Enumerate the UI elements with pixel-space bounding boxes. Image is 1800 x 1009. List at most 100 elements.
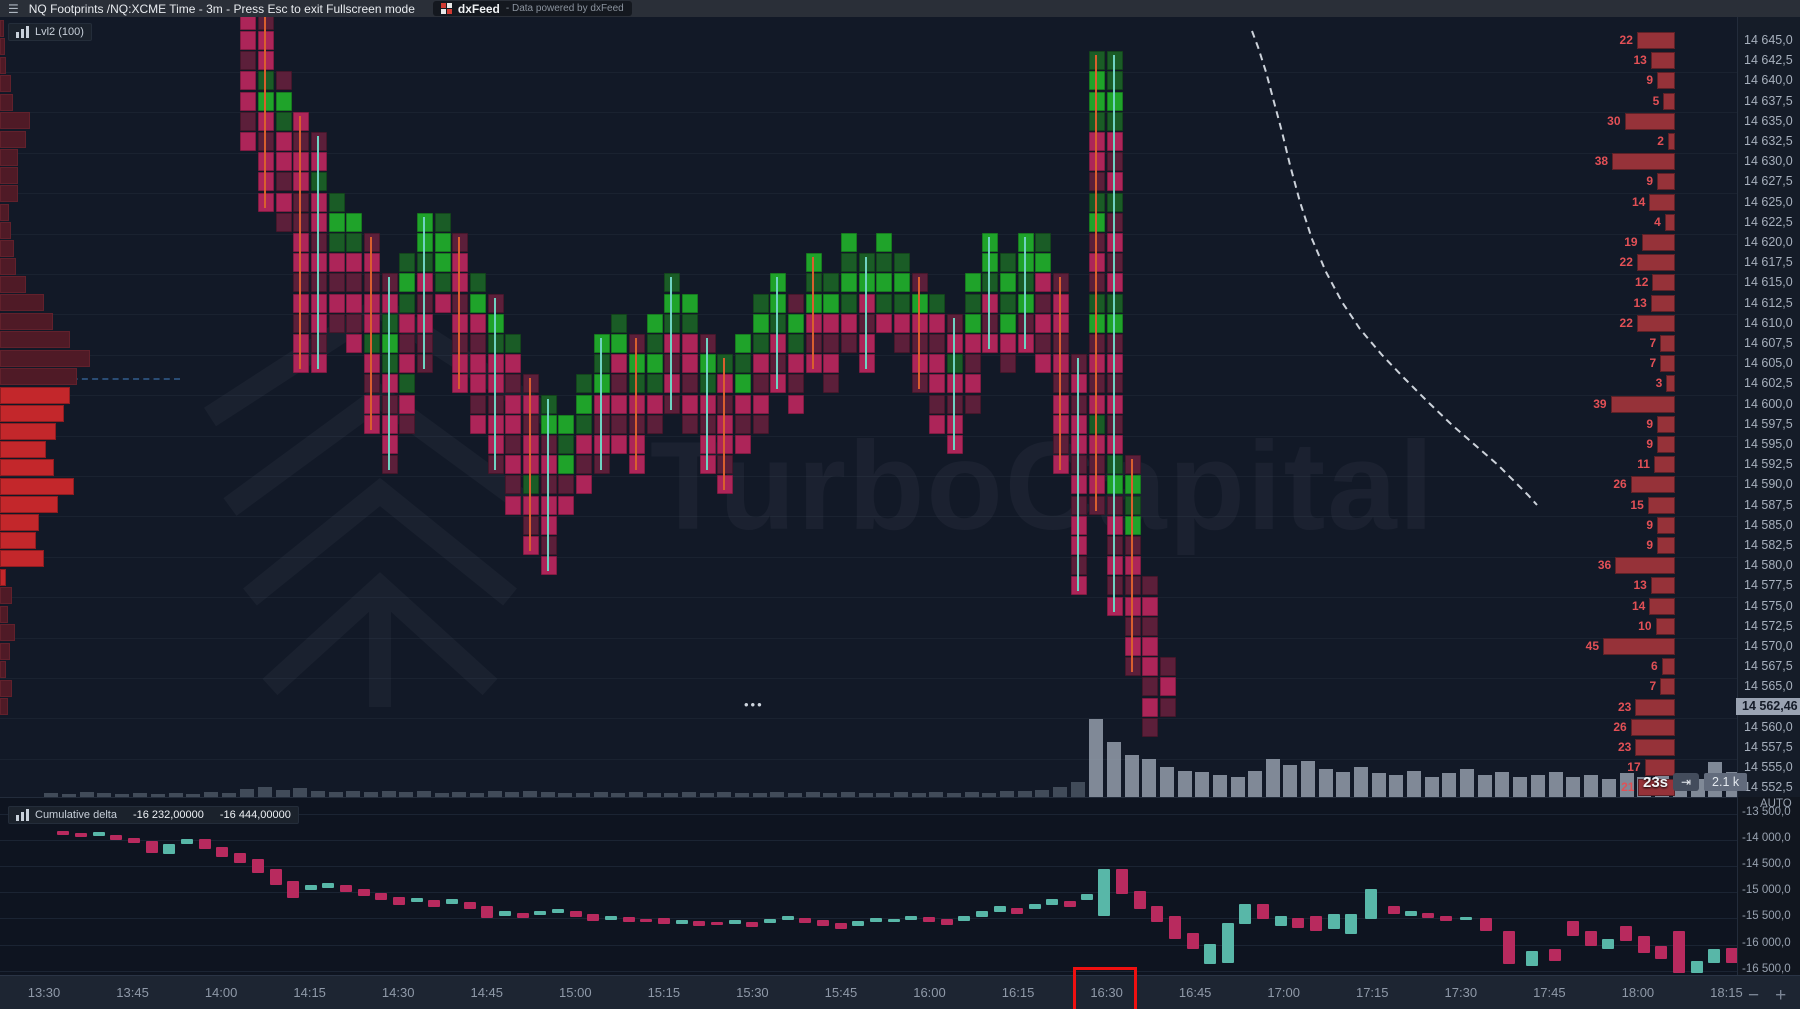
price-axis[interactable]: 14 645,0 14 642,5 14 640,0 14 637,5 14 635,0… xyxy=(1736,17,1800,815)
goto-latest-button[interactable]: ⇥ xyxy=(1673,773,1700,791)
volume-profile-bar xyxy=(0,606,8,623)
volume-bar xyxy=(293,788,307,797)
footprint-cell xyxy=(700,354,716,374)
volume-bar xyxy=(541,792,555,797)
footprint-cell xyxy=(382,334,398,353)
cumulative-delta-panel[interactable]: Cumulative delta -16 232,00000 -16 444,0… xyxy=(0,797,1737,976)
footprint-cell xyxy=(576,374,592,394)
footprint-cell xyxy=(717,354,733,374)
volume-bar xyxy=(700,793,714,797)
footprint-cell xyxy=(611,414,627,434)
delta-label: Cumulative delta xyxy=(35,809,117,821)
delta-candle-down xyxy=(1655,946,1667,959)
zoom-out-button[interactable]: − xyxy=(1748,985,1760,1006)
volume-bar xyxy=(1195,772,1209,797)
volume-bar xyxy=(594,792,608,797)
menu-icon[interactable]: ☰ xyxy=(8,1,19,16)
lvl2-chip[interactable]: Lvl2 (100) xyxy=(8,23,92,41)
footprint-cell xyxy=(965,354,981,374)
footprint-cell xyxy=(452,233,468,252)
ladder-depth-bar xyxy=(1661,658,1675,676)
volume-bar xyxy=(894,792,908,797)
volume-bar xyxy=(876,793,890,797)
delta-candle-down xyxy=(799,918,811,923)
footprint-cell xyxy=(399,293,415,313)
footprint-cell xyxy=(735,374,751,394)
price-axis-label: 14 630,0 xyxy=(1744,154,1793,169)
footprint-cell xyxy=(1089,132,1105,151)
delta-candle-down xyxy=(1585,931,1597,946)
delta-candle-down xyxy=(199,839,211,849)
footprint-cell xyxy=(435,233,451,252)
footprint-cell xyxy=(1089,172,1105,192)
footprint-cell xyxy=(1107,132,1123,151)
zoom-in-button[interactable]: + xyxy=(1775,985,1787,1006)
footprint-cell xyxy=(929,354,945,374)
ladder-size: 13 xyxy=(1633,53,1647,68)
ladder-depth-bar xyxy=(1610,395,1675,413)
gridline xyxy=(0,718,1737,720)
footprint-cell xyxy=(1107,394,1123,414)
delta-gridline xyxy=(0,840,1737,841)
lvl2-label: Lvl2 (100) xyxy=(35,26,84,38)
auto-scale-label[interactable]: AUTO xyxy=(1760,798,1792,810)
footprint-cell xyxy=(929,313,945,333)
footprint-cell xyxy=(1089,334,1105,353)
gridline xyxy=(0,556,1737,558)
footprint-cell xyxy=(505,414,521,434)
footprint-cell xyxy=(364,354,380,374)
footprint-chart-area[interactable]: TurboCapital 22 13 9 5 30 2 38 9 14 4 19 22 12 13 22 7 7… xyxy=(0,17,1737,797)
footprint-cell xyxy=(258,31,274,50)
cumulative-delta-chip[interactable]: Cumulative delta -16 232,00000 -16 444,0… xyxy=(8,806,299,824)
current-bar-volume: 2.1 k xyxy=(1704,773,1748,791)
price-axis-label: 14 580,0 xyxy=(1744,558,1793,573)
time-label: 16:00 xyxy=(913,985,946,1000)
footprint-cell xyxy=(452,374,468,394)
footprint-cell xyxy=(1000,354,1016,374)
footprint-cell xyxy=(258,192,274,212)
delta-axis[interactable]: AUTO -13 500,0 -14 000,0 -14 500,0 -15 000,… xyxy=(1737,797,1800,975)
volume-bar xyxy=(647,793,661,797)
volume-bar xyxy=(204,792,218,797)
footprint-cell xyxy=(982,334,998,353)
footprint-cell xyxy=(753,313,769,333)
footprint-cell xyxy=(293,192,309,212)
poc-line-orange xyxy=(723,358,725,491)
footprint-cell xyxy=(417,313,433,333)
footprint-cell xyxy=(859,273,875,293)
footprint-cell xyxy=(346,253,362,273)
footprint-cell xyxy=(594,414,610,434)
footprint-cell xyxy=(753,293,769,313)
footprint-cell xyxy=(240,111,256,131)
footprint-cell xyxy=(1089,354,1105,374)
delta-candle-up xyxy=(1029,904,1041,909)
footprint-cell xyxy=(470,414,486,434)
delta-candle-up xyxy=(1275,916,1287,926)
volume-bar xyxy=(1584,775,1598,797)
poc-line-teal xyxy=(317,136,319,370)
footprint-cell xyxy=(629,394,645,414)
volume-bar xyxy=(417,791,431,797)
footprint-cell xyxy=(664,313,680,333)
watermark-text: TurboCapital xyxy=(650,417,1436,556)
more-dots-indicator[interactable]: ••• xyxy=(744,697,764,712)
window-header: ☰ NQ Footprints /NQ:XCME Time - 3m - Pre… xyxy=(0,0,1800,17)
ladder-size: 9 xyxy=(1646,73,1654,88)
footprint-cell xyxy=(1089,313,1105,333)
poc-line-teal xyxy=(1077,358,1079,592)
footprint-cell xyxy=(541,556,557,576)
delta-candle-down xyxy=(481,906,493,918)
footprint-cell xyxy=(541,414,557,434)
footprint-cell xyxy=(611,374,627,394)
footprint-cell xyxy=(364,374,380,394)
delta-candle-up xyxy=(163,844,175,854)
time-axis[interactable]: 13:30 13:45 14:00 14:15 14:30 14:45 15:00 15:15… xyxy=(0,975,1800,1009)
delta-candle-up xyxy=(1708,949,1720,963)
gridline xyxy=(0,516,1737,518)
footprint-cell xyxy=(258,111,274,131)
delta-axis-label: -14 000,0 xyxy=(1742,832,1791,844)
footprint-cell xyxy=(1107,233,1123,252)
footprint-cell xyxy=(505,394,521,414)
footprint-cell xyxy=(717,394,733,414)
